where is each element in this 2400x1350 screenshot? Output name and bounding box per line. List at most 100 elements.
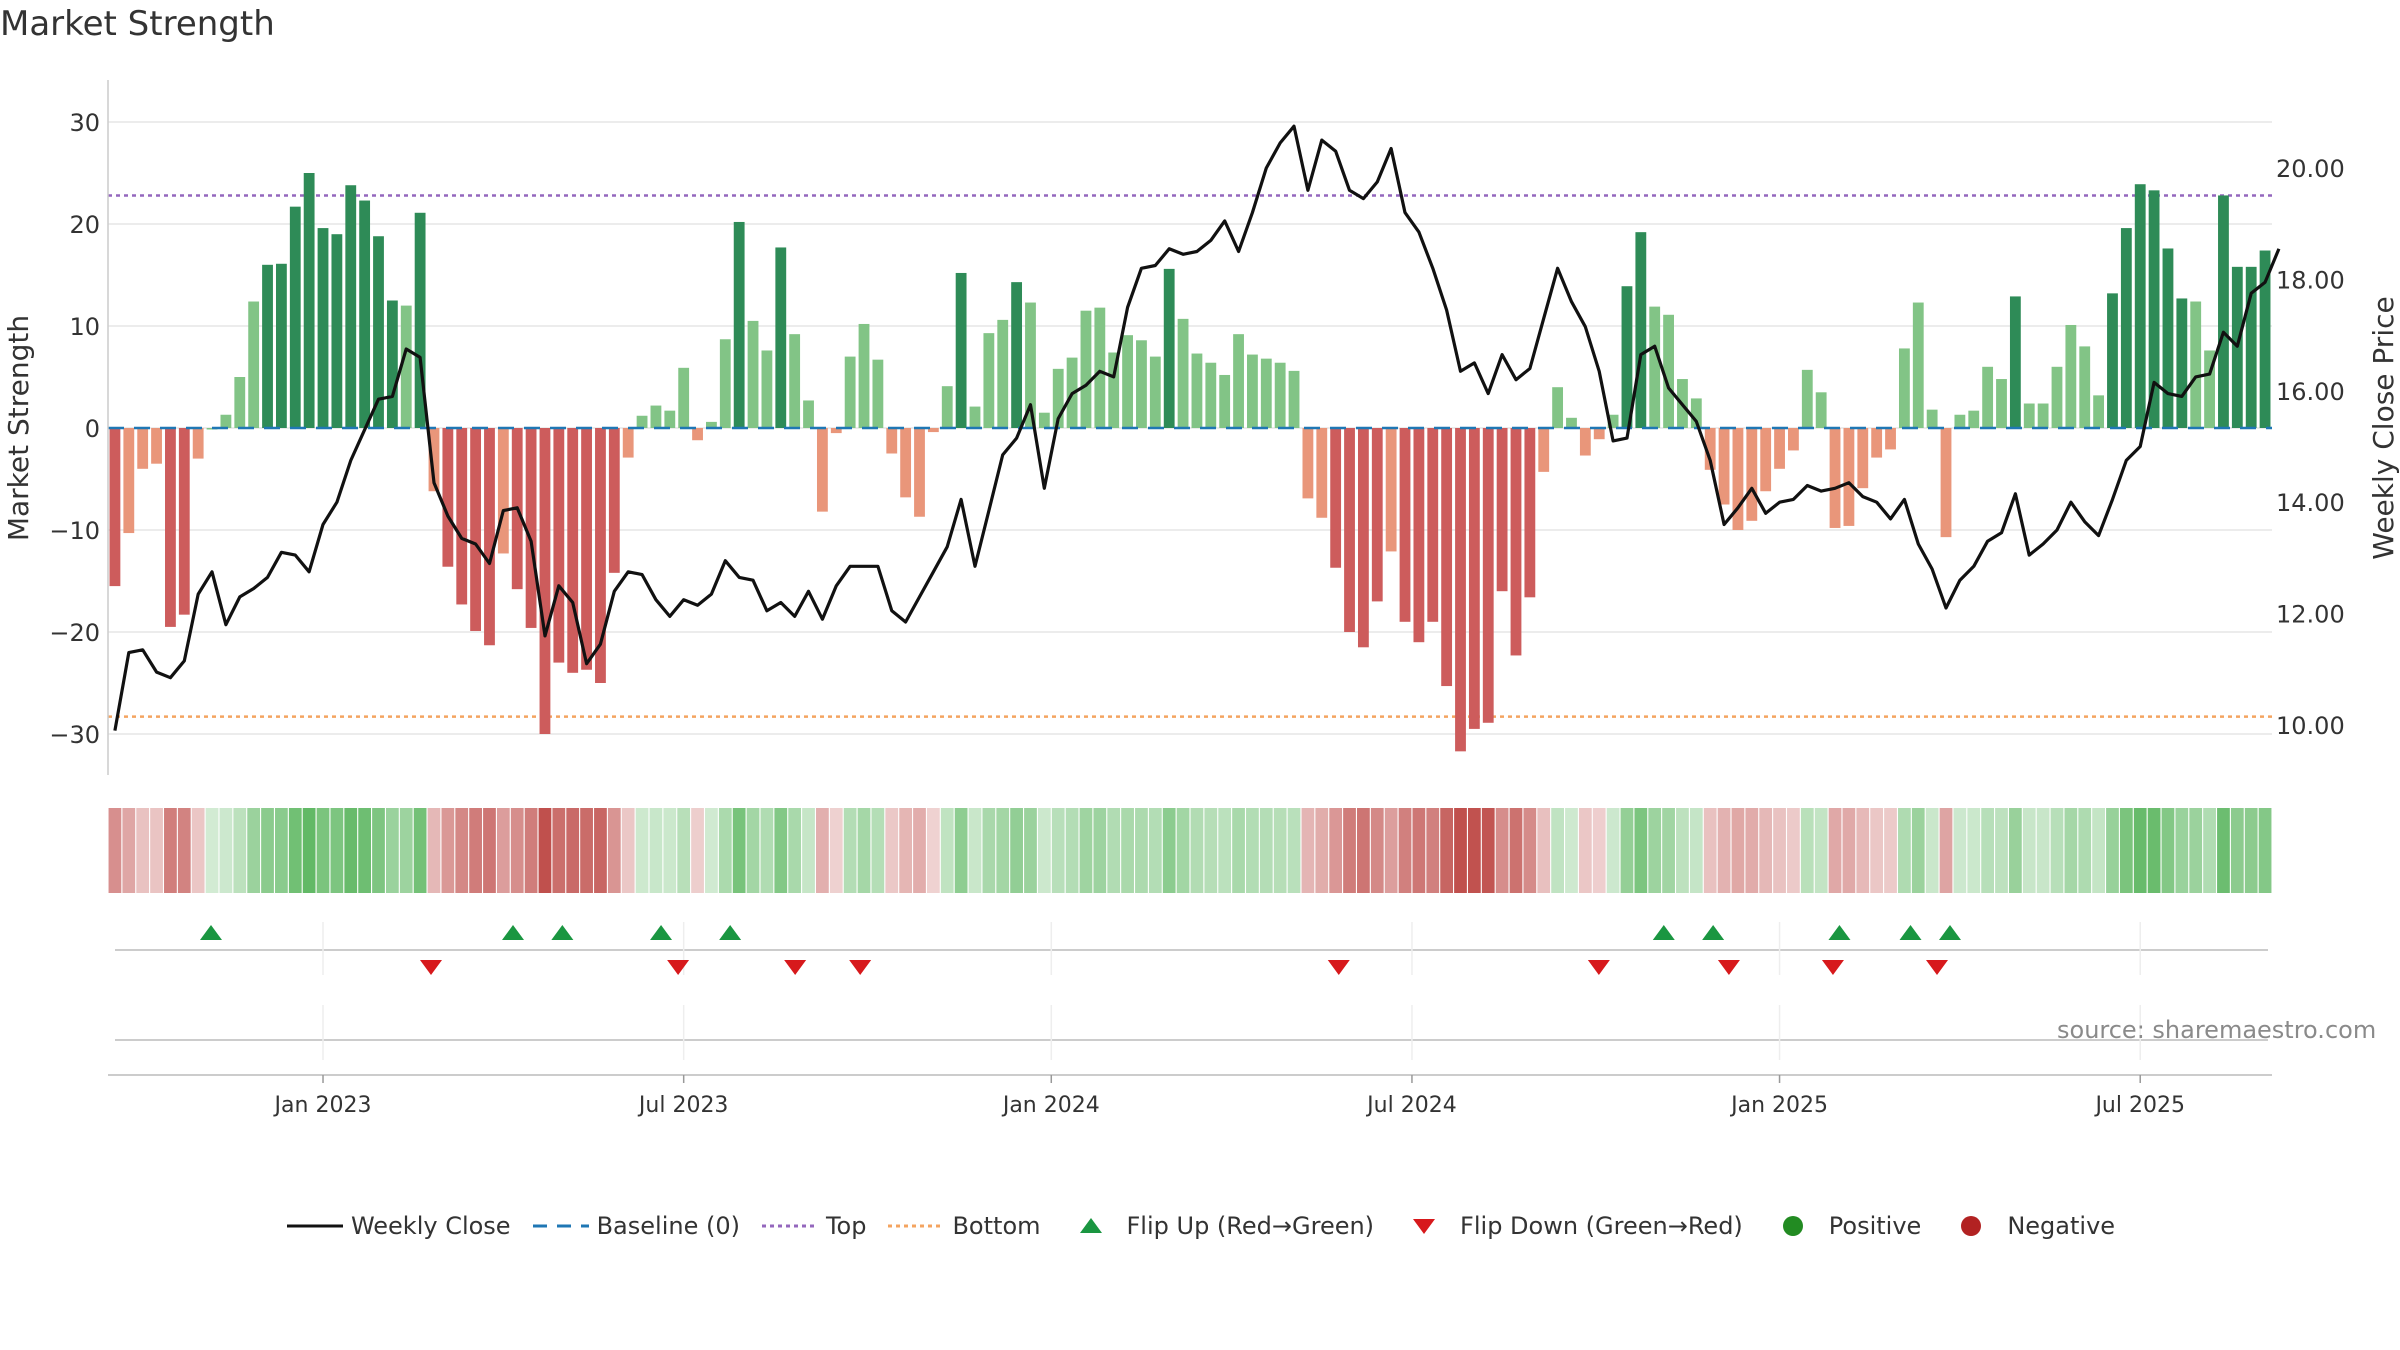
heat-cell bbox=[2230, 808, 2244, 893]
heat-cell bbox=[1259, 808, 1273, 893]
heat-cell bbox=[1967, 808, 1981, 893]
positive-bar bbox=[858, 323, 870, 428]
negative-bar bbox=[539, 428, 551, 734]
heat-cell bbox=[2064, 808, 2078, 893]
legend-label: Weekly Close bbox=[350, 1212, 511, 1240]
flip-up-marker bbox=[1828, 925, 1851, 940]
legend: Weekly Close Baseline (0) Top Bottom Flip Up… bbox=[0, 1206, 2400, 1246]
negative-bar bbox=[442, 428, 454, 567]
heat-cell bbox=[1814, 808, 1828, 893]
heat-cell bbox=[1246, 808, 1259, 893]
heat-cell bbox=[1828, 808, 1842, 893]
heat-cell bbox=[732, 808, 746, 893]
negative-bar bbox=[1399, 428, 1411, 622]
positive-bar bbox=[414, 212, 426, 428]
heat-cell bbox=[843, 808, 857, 893]
heat-cell bbox=[1024, 808, 1037, 893]
positive-bar bbox=[1080, 310, 1092, 428]
bottom-legend-icon bbox=[886, 1214, 946, 1238]
heat-cell bbox=[2217, 808, 2230, 893]
heat-cell bbox=[621, 808, 635, 893]
heat-cell bbox=[2161, 808, 2175, 893]
heat-cell bbox=[635, 808, 649, 893]
positive-bar bbox=[1982, 366, 1994, 428]
heat-cell bbox=[649, 808, 663, 893]
y-right-tick-label: 12.00 bbox=[2276, 601, 2345, 629]
positive-bar bbox=[719, 339, 731, 428]
legend-item-bottom[interactable]: Bottom bbox=[886, 1212, 1041, 1240]
positive-bar bbox=[775, 247, 787, 428]
heat-cell bbox=[663, 808, 677, 893]
heat-cell bbox=[1454, 808, 1467, 893]
positive-bar bbox=[2162, 248, 2174, 428]
heat-cell bbox=[1162, 808, 1176, 893]
heat-cell bbox=[1939, 808, 1953, 893]
negative-bar bbox=[581, 428, 592, 670]
heat-cell bbox=[1509, 808, 1523, 893]
negative-bar bbox=[1316, 428, 1328, 518]
heat-cell bbox=[455, 808, 469, 893]
legend-item-positive[interactable]: Positive bbox=[1763, 1212, 1921, 1240]
heat-cell bbox=[399, 808, 413, 893]
heat-cell bbox=[1301, 808, 1315, 893]
heat-cell bbox=[1745, 808, 1759, 893]
positive-bar bbox=[1968, 410, 1980, 428]
heat-cell bbox=[205, 808, 219, 893]
heat-cell bbox=[427, 808, 441, 893]
positive-bar bbox=[400, 305, 412, 428]
weekly-close-line bbox=[113, 124, 2281, 731]
heat-cell bbox=[247, 808, 261, 893]
heat-cell bbox=[1370, 808, 1384, 893]
negative-bar bbox=[1413, 428, 1425, 643]
positive-bar bbox=[2037, 403, 2049, 428]
flip-up-marker bbox=[1939, 925, 1961, 940]
heat-cell bbox=[1287, 808, 1301, 893]
positive-bar bbox=[1815, 392, 1827, 428]
heat-cell bbox=[1717, 808, 1731, 893]
heat-cell bbox=[705, 808, 718, 893]
legend-item-top[interactable]: Top bbox=[760, 1212, 866, 1240]
positive-bar bbox=[2093, 395, 2105, 428]
positive-bar bbox=[289, 206, 301, 428]
heat-cell bbox=[483, 808, 496, 893]
strength-bars bbox=[109, 173, 2271, 752]
heat-cell bbox=[913, 808, 926, 893]
positive-bar bbox=[1649, 306, 1661, 428]
positive-bar bbox=[1177, 318, 1189, 428]
legend-item-weekly-close[interactable]: Weekly Close bbox=[285, 1212, 511, 1240]
heat-cell bbox=[496, 808, 510, 893]
heat-cell bbox=[1731, 808, 1745, 893]
flip-up-marker bbox=[1652, 925, 1675, 940]
positive-bar bbox=[1926, 409, 1938, 428]
positive-bar bbox=[2134, 184, 2146, 428]
negative-bar bbox=[927, 428, 939, 433]
heat-cell bbox=[1107, 808, 1121, 893]
heat-cell bbox=[2008, 808, 2022, 893]
legend-item-baseline[interactable]: Baseline (0) bbox=[531, 1212, 740, 1240]
legend-item-negative[interactable]: Negative bbox=[1941, 1212, 2115, 1240]
negative-bar bbox=[1940, 428, 1952, 538]
negative-bar bbox=[830, 428, 842, 434]
heat-cell bbox=[1800, 808, 1814, 893]
positive-bar bbox=[2176, 298, 2188, 428]
legend-item-flip-up[interactable]: Flip Up (Red→Green) bbox=[1061, 1212, 1374, 1240]
top-legend-icon bbox=[760, 1214, 820, 1238]
negative-bar bbox=[1579, 428, 1591, 456]
positive-bar bbox=[1621, 286, 1633, 428]
heat-cell bbox=[1537, 808, 1551, 893]
heat-cell bbox=[788, 808, 802, 893]
x-tick-label: Jul 2023 bbox=[637, 1093, 729, 1118]
heat-cell bbox=[288, 808, 302, 893]
heat-cell bbox=[566, 808, 580, 893]
positive-bar bbox=[1260, 358, 1272, 428]
positive-bar bbox=[262, 264, 273, 428]
heat-cell bbox=[1190, 808, 1204, 893]
heat-cell bbox=[1093, 808, 1107, 893]
y-left-tick-label: 10 bbox=[69, 313, 100, 341]
heat-cell bbox=[191, 808, 205, 893]
flip-up-marker bbox=[551, 925, 574, 940]
heat-cell bbox=[1121, 808, 1134, 893]
legend-item-flip-down[interactable]: Flip Down (Green→Red) bbox=[1394, 1212, 1743, 1240]
negative-bar bbox=[165, 428, 176, 627]
